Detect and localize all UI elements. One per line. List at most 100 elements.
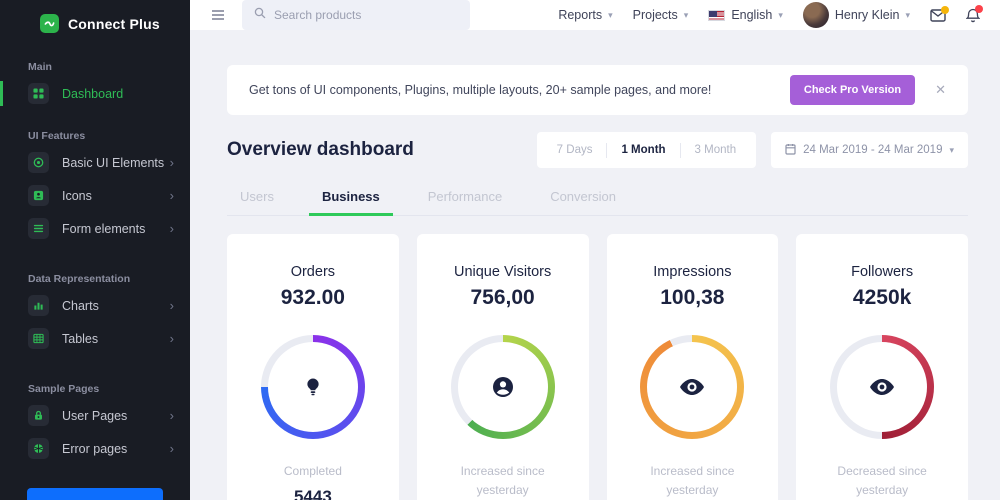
calendar-icon (785, 143, 796, 158)
tab-business[interactable]: Business (308, 189, 393, 216)
chevron-right-icon: › (169, 331, 174, 346)
sidebar-item-error-pages[interactable]: Error pages › (0, 432, 190, 465)
chevron-down-icon: ▾ (778, 9, 783, 20)
card-value: 100,38 (660, 286, 725, 309)
chevron-down-icon: ▾ (905, 9, 910, 20)
reports-menu[interactable]: Reports ▾ (558, 8, 612, 22)
sidebar-section-main: Main (28, 61, 52, 73)
card-followers: Followers 4250k Decreased since yesterda… (796, 234, 968, 500)
badge-icon (28, 185, 49, 206)
tab-performance[interactable]: Performance (427, 189, 503, 204)
sidebar-item-dashboard[interactable]: Dashboard (0, 77, 190, 110)
card-unique-visitors: Unique Visitors 756,00 Increased since y… (416, 234, 589, 500)
promo-banner: Get tons of UI components, Plugins, mult… (227, 65, 968, 115)
chevron-down-icon: ▾ (683, 9, 689, 20)
user-icon (451, 335, 555, 439)
range-1-month[interactable]: 1 Month (621, 144, 666, 156)
eye-icon (640, 335, 744, 439)
projects-menu[interactable]: Projects ▾ (633, 8, 689, 22)
top-navbar: Reports ▾ Projects ▾ English ▾ Henry Kle… (190, 0, 1000, 30)
chevron-down-icon: ▾ (608, 9, 613, 20)
projects-label: Projects (632, 8, 678, 22)
followers-progress-ring (830, 335, 935, 439)
card-title: Followers (851, 264, 914, 280)
card-impressions: Impressions 100,38 Increased since yeste… (606, 234, 779, 500)
sidebar-item-label: User Pages (62, 408, 128, 423)
language-label: English (731, 8, 773, 22)
chevron-right-icon: › (169, 298, 174, 313)
sidebar-item-label: Dashboard (62, 86, 124, 101)
list-icon (28, 218, 49, 239)
sidebar-item-basic-ui-elements[interactable]: Basic UI Elements › (0, 146, 190, 179)
sidebar-item-label: Charts (62, 298, 99, 313)
range-selector: 7 Days 1 Month 3 Month (536, 132, 757, 168)
us-flag-icon (708, 9, 726, 21)
sidebar-section-ui-features: UI Features (28, 130, 86, 142)
sidebar-item-label: Basic UI Elements (62, 155, 165, 170)
sidebar-item-form-elements[interactable]: Form elements › (0, 212, 190, 245)
table-icon (28, 328, 49, 349)
chevron-down-icon: ▾ (949, 144, 954, 155)
target-icon (28, 152, 49, 173)
language-menu[interactable]: English ▾ (708, 8, 783, 22)
sidebar-bottom-button[interactable] (27, 488, 163, 500)
close-icon[interactable]: ✕ (935, 82, 946, 97)
main-area: Reports ▾ Projects ▾ English ▾ Henry Kle… (190, 0, 1000, 500)
date-range-text: 24 Mar 2019 - 24 Mar 2019 (803, 144, 943, 156)
sidebar-item-label: Form elements (62, 221, 146, 236)
range-3-month[interactable]: 3 Month (694, 144, 737, 156)
visitors-progress-ring (450, 335, 555, 439)
navbar-right: Reports ▾ Projects ▾ English ▾ Henry Kle… (558, 2, 983, 28)
brand-logo[interactable]: Connect Plus (0, 0, 190, 33)
card-orders: Orders 932.00 Completed 5443 (227, 234, 399, 500)
eye-icon (830, 335, 934, 439)
stat-cards: Orders 932.00 Completed 5443 Unique Visi… (227, 234, 968, 500)
card-caption: Increased since yesterday (460, 464, 545, 497)
sidebar-item-user-pages[interactable]: User Pages › (0, 399, 190, 432)
sidebar-item-charts[interactable]: Charts › (0, 289, 190, 322)
card-caption: Completed (283, 464, 342, 478)
menu-toggle-icon[interactable] (212, 10, 224, 20)
sidebar: Connect Plus Main Dashboard UI Features … (0, 0, 190, 500)
overview-tabs: Users Business Performance Conversion (227, 189, 968, 216)
sidebar-item-label: Tables (62, 331, 99, 346)
card-value: 932.00 (280, 286, 345, 309)
dashboard-icon (28, 83, 49, 104)
user-menu[interactable]: Henry Klein ▾ (802, 2, 910, 28)
range-7-days[interactable]: 7 Days (556, 144, 593, 156)
impressions-progress-ring (640, 335, 745, 439)
sidebar-item-label: Error pages (62, 441, 128, 456)
card-value: 756,00 (470, 286, 535, 309)
card-title: Impressions (653, 264, 732, 280)
sidebar-item-label: Icons (62, 188, 92, 203)
chevron-right-icon: › (169, 408, 174, 423)
search-input[interactable] (274, 8, 458, 22)
search-box[interactable] (242, 0, 470, 30)
check-pro-version-button[interactable]: Check Pro Version (789, 75, 916, 105)
notification-badge (975, 4, 983, 13)
chevron-right-icon: › (169, 441, 174, 456)
mail-button[interactable] (930, 5, 949, 22)
sidebar-item-tables[interactable]: Tables › (0, 322, 190, 355)
globe-icon (28, 438, 49, 459)
page-title: Overview dashboard (227, 139, 414, 160)
notifications-button[interactable] (966, 4, 983, 23)
card-stat: 5443 (293, 486, 332, 500)
search-icon (254, 6, 266, 24)
card-value: 4250k (852, 286, 912, 309)
chevron-right-icon: › (169, 221, 174, 236)
divider (606, 142, 608, 158)
reports-label: Reports (558, 8, 603, 22)
bar-chart-icon (28, 295, 49, 316)
overview-header: Overview dashboard 7 Days 1 Month 3 Mont… (227, 132, 968, 168)
tab-conversion[interactable]: Conversion (550, 189, 616, 204)
brand-name: Connect Plus (68, 15, 160, 32)
card-title: Orders (290, 264, 336, 280)
tab-users[interactable]: Users (240, 189, 274, 204)
chevron-right-icon: › (169, 188, 174, 203)
sidebar-item-icons[interactable]: Icons › (0, 179, 190, 212)
avatar (802, 2, 829, 28)
chevron-right-icon: › (169, 155, 174, 170)
date-range-picker[interactable]: 24 Mar 2019 - 24 Mar 2019 ▾ (771, 132, 968, 168)
